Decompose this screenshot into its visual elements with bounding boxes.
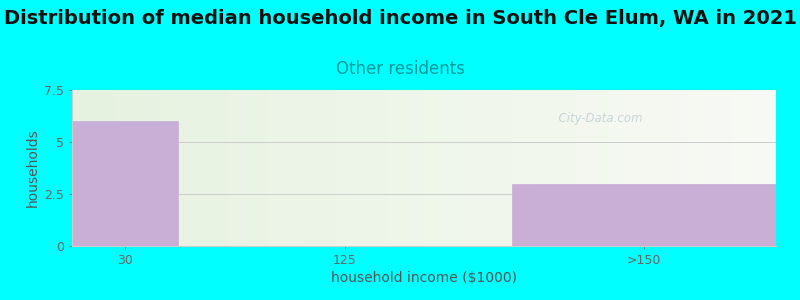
Bar xyxy=(72,121,178,246)
Text: Distribution of median household income in South Cle Elum, WA in 2021: Distribution of median household income … xyxy=(3,9,797,28)
X-axis label: household income ($1000): household income ($1000) xyxy=(331,271,517,285)
Text: Other residents: Other residents xyxy=(335,60,465,78)
Text: City-Data.com: City-Data.com xyxy=(550,112,642,124)
Y-axis label: households: households xyxy=(26,129,40,207)
Bar xyxy=(512,184,776,246)
